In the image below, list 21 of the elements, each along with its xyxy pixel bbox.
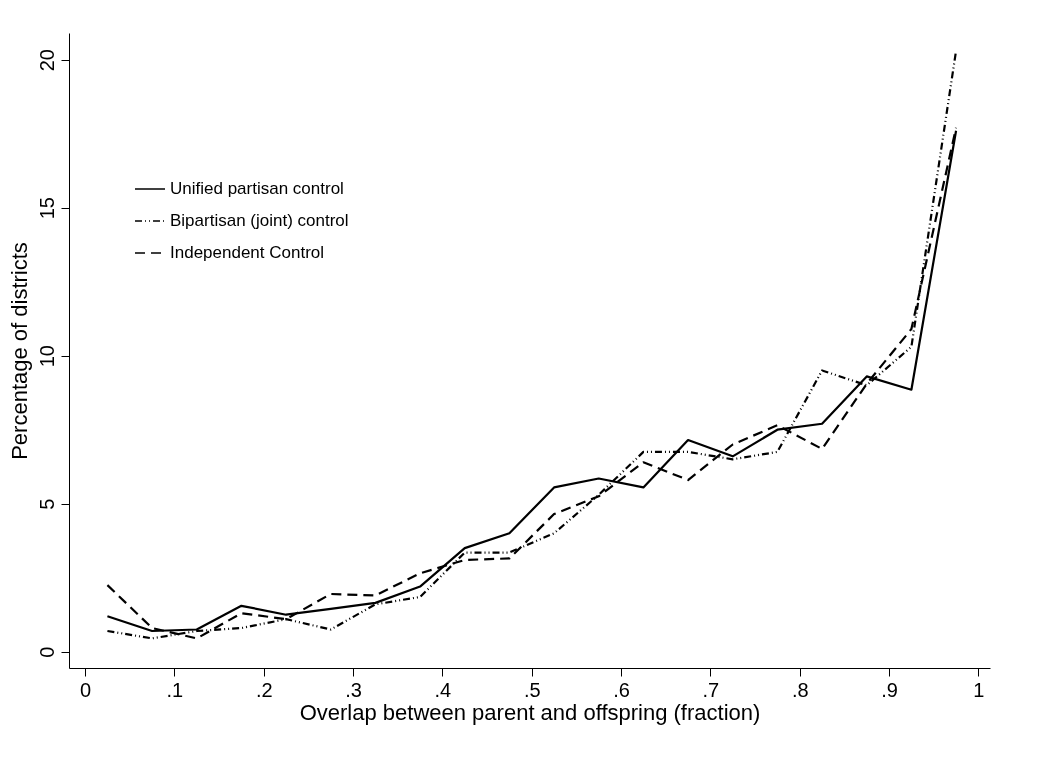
x-tick-label: .9 (881, 678, 898, 701)
x-tick-label: .2 (255, 678, 273, 701)
x-tick-label: .7 (702, 678, 720, 701)
x-tick-label: .5 (523, 678, 541, 701)
y-tick-label: 15 (35, 197, 58, 220)
x-tick-label: .4 (434, 678, 452, 701)
y-tick-label: 5 (35, 498, 58, 510)
x-tick-label: .8 (791, 678, 809, 701)
x-tick-label: 0 (80, 678, 92, 701)
y-tick-label: 0 (35, 646, 58, 658)
x-tick-label: 1 (973, 678, 985, 701)
legend-label: Bipartisan (joint) control (170, 211, 349, 230)
x-tick-label: .6 (613, 678, 630, 701)
y-tick-label: 10 (35, 345, 58, 368)
y-axis-title: Percentage of districts (6, 242, 32, 460)
legend-label: Unified partisan control (170, 179, 344, 198)
y-tick-label: 20 (35, 49, 58, 72)
x-tick-label: .3 (345, 678, 362, 701)
legend-label: Independent Control (170, 243, 325, 262)
x-axis-title: Overlap between parent and offspring (fraction) (299, 699, 761, 725)
x-tick-label: .1 (166, 678, 184, 701)
